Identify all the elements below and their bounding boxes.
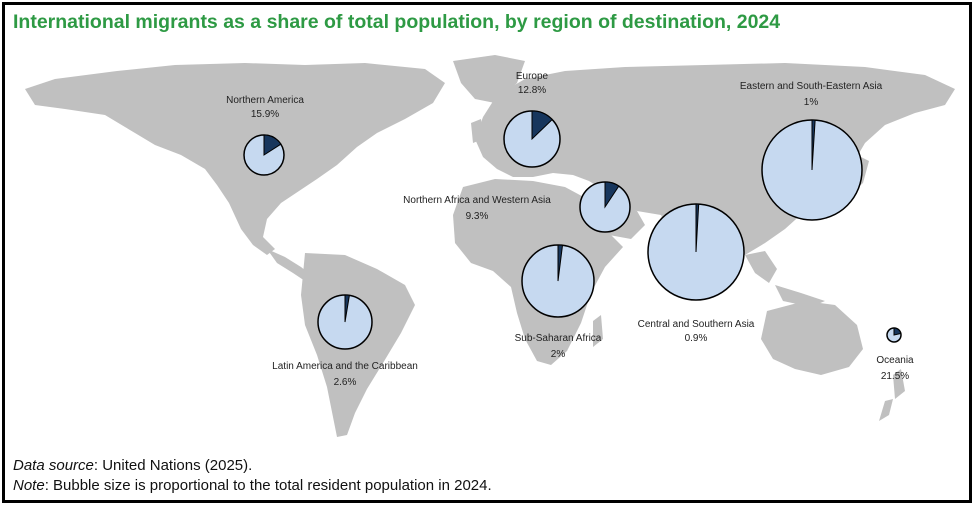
label-oceania-share: 21.5% [881, 371, 909, 382]
label-northern-america-name: Northern America [226, 95, 304, 106]
label-north-africa-share: 9.3% [466, 211, 489, 222]
pie-slice-sub-saharan [557, 244, 564, 282]
pie-slice-north-africa [604, 181, 620, 209]
label-sub-saharan-share: 2% [551, 349, 566, 360]
note-line: Note: Bubble size is proportional to the… [13, 477, 492, 494]
data-source-line: Data source: United Nations (2025). [13, 457, 252, 474]
label-northern-america-share: 15.9% [251, 109, 279, 120]
north-america-shape [25, 63, 445, 255]
label-north-africa-name: Northern Africa and Western Asia [403, 195, 551, 206]
world-map: Northern America 15.9% Europe 12.8% East… [25, 55, 955, 437]
southeast-asia-shape [745, 251, 825, 307]
note-text: : Bubble size is proportional to the tot… [44, 477, 492, 494]
label-east-asia-share: 1% [804, 97, 819, 108]
chart-title: International migrants as a share of tot… [13, 11, 781, 33]
uk-shape [471, 119, 483, 143]
land-masses [25, 55, 955, 437]
pie-slice-europe [531, 110, 553, 141]
central-america-shape [267, 249, 311, 281]
eurasia-shape [475, 63, 955, 255]
new-zealand-shape [879, 369, 905, 421]
label-oceania-name: Oceania [876, 355, 914, 366]
data-source-text: : United Nations (2025). [93, 457, 253, 474]
label-latin-america-name: Latin America and the Caribbean [272, 361, 418, 372]
label-central-asia-name: Central and Southern Asia [638, 319, 755, 330]
pie-slice-east-asia [811, 119, 816, 171]
pie-slice-northern-america [263, 134, 282, 156]
label-europe-share: 12.8% [518, 85, 546, 96]
label-latin-america-share: 2.6% [334, 377, 357, 388]
australia-shape [761, 301, 863, 375]
madagascar-shape [593, 315, 603, 347]
label-east-asia-name: Eastern and South-Eastern Asia [740, 81, 883, 92]
label-europe-name: Europe [516, 71, 549, 82]
label-layer: Northern America 15.9% Europe 12.8% East… [226, 71, 914, 388]
data-source-label: Data source [13, 457, 94, 474]
pie-slice-central-asia [695, 203, 700, 253]
pie-slice-latin-america [344, 294, 350, 323]
label-sub-saharan-name: Sub-Saharan Africa [515, 333, 602, 344]
pie-layer [243, 110, 902, 350]
note-label: Note [13, 477, 45, 494]
label-central-asia-share: 0.9% [685, 333, 708, 344]
pie-slice-oceania [893, 327, 902, 336]
